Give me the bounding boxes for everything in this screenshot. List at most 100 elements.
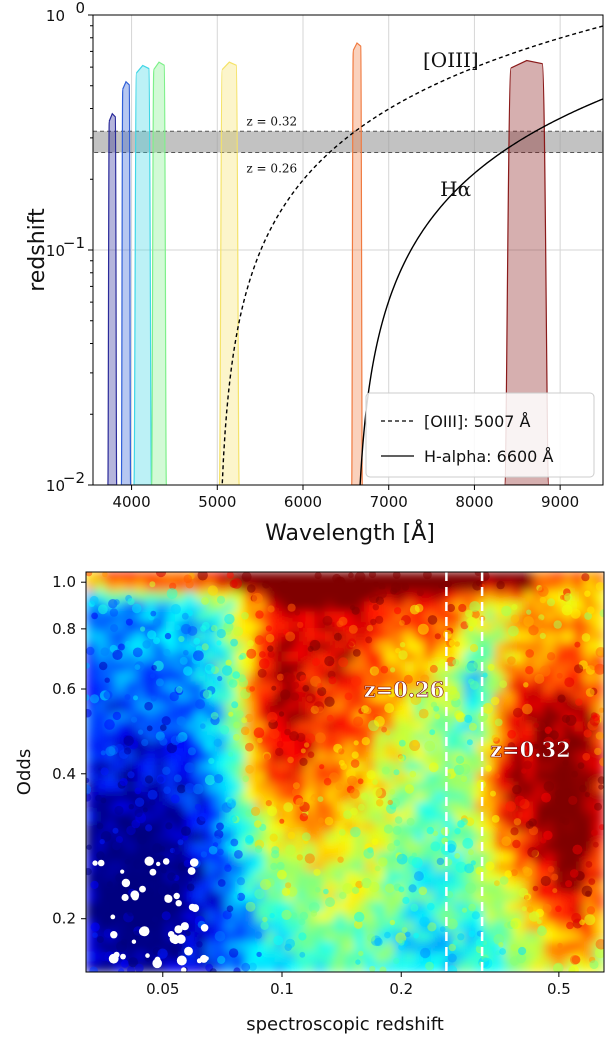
density-dot xyxy=(134,787,142,795)
density-dot xyxy=(350,807,358,816)
density-dot xyxy=(398,755,405,762)
heat-cell xyxy=(523,831,535,843)
heat-cell xyxy=(284,891,296,903)
empty-gap xyxy=(200,924,209,932)
heat-cell xyxy=(593,901,604,913)
density-dot xyxy=(319,764,325,770)
heat-cell xyxy=(254,751,266,763)
heat-cell xyxy=(334,681,346,693)
heat-cell xyxy=(454,572,466,583)
heat-cell xyxy=(503,931,515,943)
density-dot xyxy=(118,968,125,972)
heat-cell xyxy=(493,831,505,843)
density-dot xyxy=(230,838,239,847)
density-dot xyxy=(518,946,527,956)
heat-cell xyxy=(464,851,475,863)
heat-cell xyxy=(583,701,595,713)
heat-cell xyxy=(215,681,226,693)
legend: [OIII]: 5007 Å H-alpha: 6600 Å xyxy=(365,392,595,478)
heat-cell xyxy=(344,701,356,713)
heat-cell xyxy=(523,621,535,633)
heat-cell xyxy=(364,601,376,613)
heat-cell xyxy=(155,641,167,653)
density-dot xyxy=(434,633,441,640)
heat-cell xyxy=(244,731,256,743)
heat-cell xyxy=(593,831,604,843)
heat-cell xyxy=(553,741,565,753)
density-dot xyxy=(375,596,384,605)
heat-cell xyxy=(394,711,406,723)
density-dot xyxy=(418,708,429,719)
heat-cell xyxy=(573,771,585,783)
heat-cell xyxy=(404,821,416,833)
heat-cell xyxy=(523,801,535,813)
heat-cell xyxy=(294,921,306,933)
heat-cell xyxy=(304,961,316,972)
density-dot xyxy=(295,797,305,807)
heat-cell xyxy=(513,801,525,813)
density-dot xyxy=(231,701,239,709)
heat-cell xyxy=(424,711,436,723)
heat-cell xyxy=(543,591,555,603)
heat-cell xyxy=(155,801,167,813)
heat-cell xyxy=(593,931,604,943)
density-dot xyxy=(440,581,450,590)
heat-cell xyxy=(86,761,97,773)
heat-cell xyxy=(434,951,446,963)
heat-cell xyxy=(493,621,505,633)
heat-cell xyxy=(105,921,117,933)
heat-cell xyxy=(95,801,107,813)
heat-cell xyxy=(205,891,216,903)
heat-cell xyxy=(205,751,216,763)
heat-cell xyxy=(284,871,296,883)
density-dot xyxy=(372,787,383,798)
heat-cell xyxy=(424,581,436,593)
heat-cell xyxy=(424,931,436,943)
heat-cell xyxy=(135,911,147,923)
heat-cell xyxy=(234,831,246,843)
heat-cell xyxy=(374,901,386,913)
heat-cell xyxy=(105,651,117,663)
heat-cell xyxy=(115,851,127,863)
density-dot xyxy=(149,581,156,588)
heat-cell xyxy=(294,961,306,972)
heat-cell xyxy=(394,781,406,793)
heat-cell xyxy=(553,831,565,843)
heat-cell xyxy=(583,871,595,883)
heat-cell xyxy=(533,661,545,673)
density-dot xyxy=(496,580,505,590)
heat-cell xyxy=(274,661,286,673)
heat-cell xyxy=(175,661,187,673)
heat-cell xyxy=(523,931,535,943)
density-dot xyxy=(376,799,384,807)
heat-cell xyxy=(384,901,396,913)
heat-cell xyxy=(195,761,207,773)
heat-cell xyxy=(115,681,127,693)
heat-cell xyxy=(294,941,306,953)
y-tick-label: 0.2 xyxy=(52,910,76,928)
heat-cell xyxy=(493,611,505,623)
heat-cell xyxy=(274,901,286,913)
heat-cell xyxy=(513,581,525,593)
density-dot xyxy=(355,880,363,889)
density-dot xyxy=(460,818,468,826)
legend-label-halpha: H-alpha: 6600 Å xyxy=(424,447,553,466)
heat-cell xyxy=(165,961,177,972)
heat-cell xyxy=(294,711,306,723)
heat-cell xyxy=(185,651,197,663)
heat-cell xyxy=(195,891,207,903)
density-dot xyxy=(374,716,385,727)
density-dot xyxy=(249,686,255,692)
density-dot xyxy=(425,961,434,971)
heat-cell xyxy=(324,591,336,603)
heat-cell xyxy=(115,701,127,713)
heat-cell xyxy=(384,721,396,733)
heat-cell xyxy=(503,631,515,643)
heat-cell xyxy=(254,861,266,873)
heat-cell xyxy=(324,751,336,763)
heat-cell xyxy=(274,611,286,623)
heat-cell xyxy=(314,831,326,843)
heat-cell xyxy=(314,651,326,663)
heat-cell xyxy=(533,841,545,853)
heat-cell xyxy=(553,951,565,963)
